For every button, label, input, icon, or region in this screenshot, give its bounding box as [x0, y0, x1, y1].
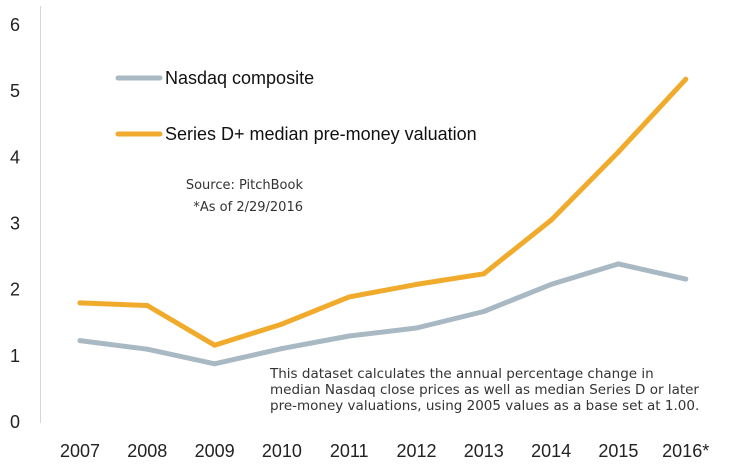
series-d-point-2013 — [481, 271, 487, 277]
x-tick-label: 2016* — [662, 441, 709, 461]
series-d-point-2010 — [279, 321, 285, 327]
legend-label-series-d: Series D+ median pre-money valuation — [165, 124, 477, 144]
series-d-point-2015 — [615, 149, 621, 155]
y-axis-ticks: 0 1 2 3 4 5 6 — [10, 15, 20, 432]
series-line-series-d — [77, 76, 689, 348]
nasdaq-point-2015 — [615, 261, 621, 267]
series-d-point-2012 — [414, 281, 419, 287]
series-line-nasdaq — [77, 261, 689, 367]
x-tick-label: 2011 — [330, 441, 369, 461]
nasdaq-point-2009 — [212, 361, 218, 367]
nasdaq-point-2007 — [77, 338, 83, 344]
legend-label-nasdaq: Nasdaq composite — [165, 68, 314, 88]
nasdaq-point-2011 — [346, 333, 352, 339]
nasdaq-point-2012 — [414, 325, 419, 331]
y-tick-label: 3 — [10, 214, 20, 234]
nasdaq-point-2013 — [481, 309, 487, 315]
x-tick-label: 2010 — [262, 441, 302, 461]
x-axis-ticks: 2007 2008 2009 2010 2011 2012 2013 2014 2015 2016… — [60, 441, 709, 461]
x-tick-label: 2015 — [598, 441, 638, 461]
x-tick-label: 2012 — [396, 441, 436, 461]
series-d-point-2011 — [346, 294, 352, 300]
nasdaq-point-2008 — [144, 346, 150, 352]
series-d-point-2009 — [212, 342, 218, 348]
x-tick-label: 2007 — [60, 441, 100, 461]
series-d-point-2016 — [683, 76, 689, 82]
y-tick-label: 0 — [10, 412, 20, 432]
series-d-point-2008 — [144, 303, 150, 309]
methodology-note-line-3: pre-money valuations, using 2005 values … — [270, 398, 699, 414]
methodology-note-line-2: median Nasdaq close prices as well as me… — [270, 382, 699, 398]
series-lines — [77, 76, 689, 367]
methodology-note-line-1: This dataset calculates the annual perce… — [269, 366, 654, 382]
x-tick-label: 2009 — [195, 441, 235, 461]
x-tick-label: 2013 — [464, 441, 504, 461]
x-tick-label: 2008 — [127, 441, 167, 461]
y-tick-label: 1 — [10, 346, 20, 366]
source-note: Source: PitchBook — [186, 178, 304, 193]
y-tick-label: 4 — [10, 147, 20, 167]
series-d-point-2007 — [77, 300, 83, 306]
legend: Nasdaq composite Series D+ median pre-mo… — [115, 68, 477, 144]
as-of-note: *As of 2/29/2016 — [193, 200, 303, 215]
nasdaq-point-2010 — [279, 346, 285, 352]
series-d-point-2014 — [548, 217, 554, 223]
nasdaq-point-2016 — [683, 276, 689, 282]
y-tick-label: 2 — [10, 280, 20, 300]
methodology-note: This dataset calculates the annual perce… — [269, 366, 699, 414]
nasdaq-point-2014 — [548, 281, 554, 287]
y-tick-label: 6 — [10, 15, 20, 35]
x-tick-label: 2014 — [531, 441, 571, 461]
y-tick-label: 5 — [10, 81, 20, 101]
